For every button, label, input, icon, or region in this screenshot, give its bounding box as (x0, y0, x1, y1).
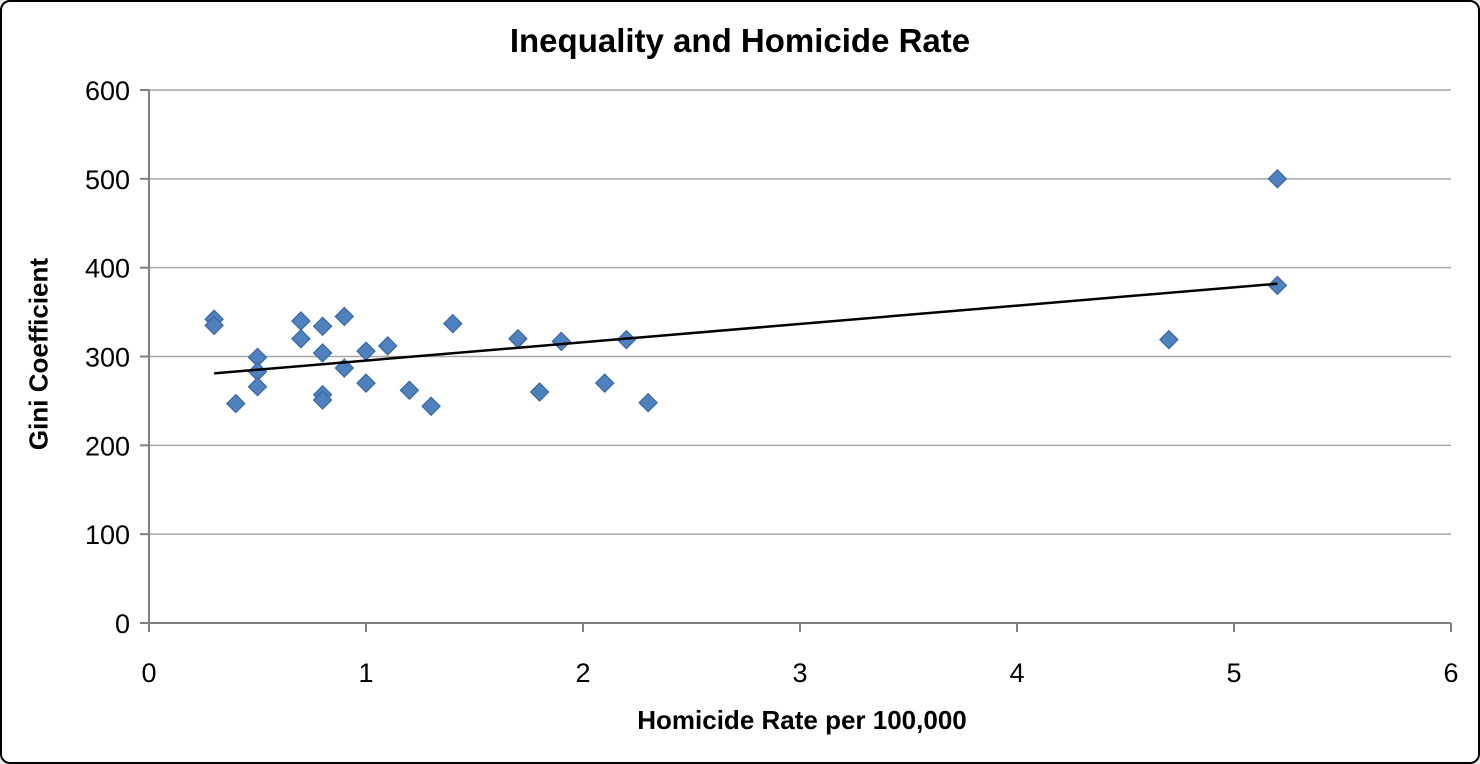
y-tick-label: 0 (115, 609, 130, 639)
y-tick-label: 500 (85, 165, 130, 195)
data-point (442, 313, 463, 334)
data-point (334, 358, 355, 378)
y-tick-label: 600 (85, 76, 130, 106)
data-point (421, 396, 441, 417)
x-tick-label: 4 (1009, 658, 1024, 688)
x-tick-label: 6 (1443, 658, 1458, 688)
data-point (399, 380, 420, 401)
data-point (356, 373, 376, 393)
y-tick-label: 400 (85, 254, 130, 284)
y-tick-label: 100 (85, 520, 130, 550)
y-tick-label: 200 (85, 431, 130, 461)
data-point (1267, 275, 1288, 296)
x-tick-label: 2 (575, 658, 590, 688)
y-tick-label: 300 (85, 343, 130, 373)
data-point (1159, 329, 1179, 350)
x-axis-title: Homicide Rate per 100,000 (637, 705, 967, 735)
data-point (291, 328, 311, 349)
data-point (356, 341, 376, 362)
data-point (551, 331, 572, 352)
data-point (529, 382, 550, 402)
x-tick-label: 3 (792, 658, 807, 688)
data-point (312, 316, 333, 337)
trendline (213, 282, 1278, 375)
x-tick-label: 5 (1226, 658, 1241, 688)
data-point (247, 376, 268, 397)
data-point (638, 392, 658, 413)
data-point (334, 306, 355, 327)
data-point (594, 373, 615, 393)
data-point (377, 335, 398, 356)
x-tick-label: 1 (358, 658, 373, 688)
data-point (312, 390, 333, 410)
data-point (1267, 168, 1288, 189)
data-point (225, 393, 246, 414)
data-point (312, 343, 333, 363)
data-point (291, 311, 311, 331)
x-tick-label: 0 (141, 658, 156, 688)
chart-title: Inequality and Homicide Rate (509, 22, 971, 59)
data-point (508, 328, 528, 349)
data-point (204, 315, 224, 336)
